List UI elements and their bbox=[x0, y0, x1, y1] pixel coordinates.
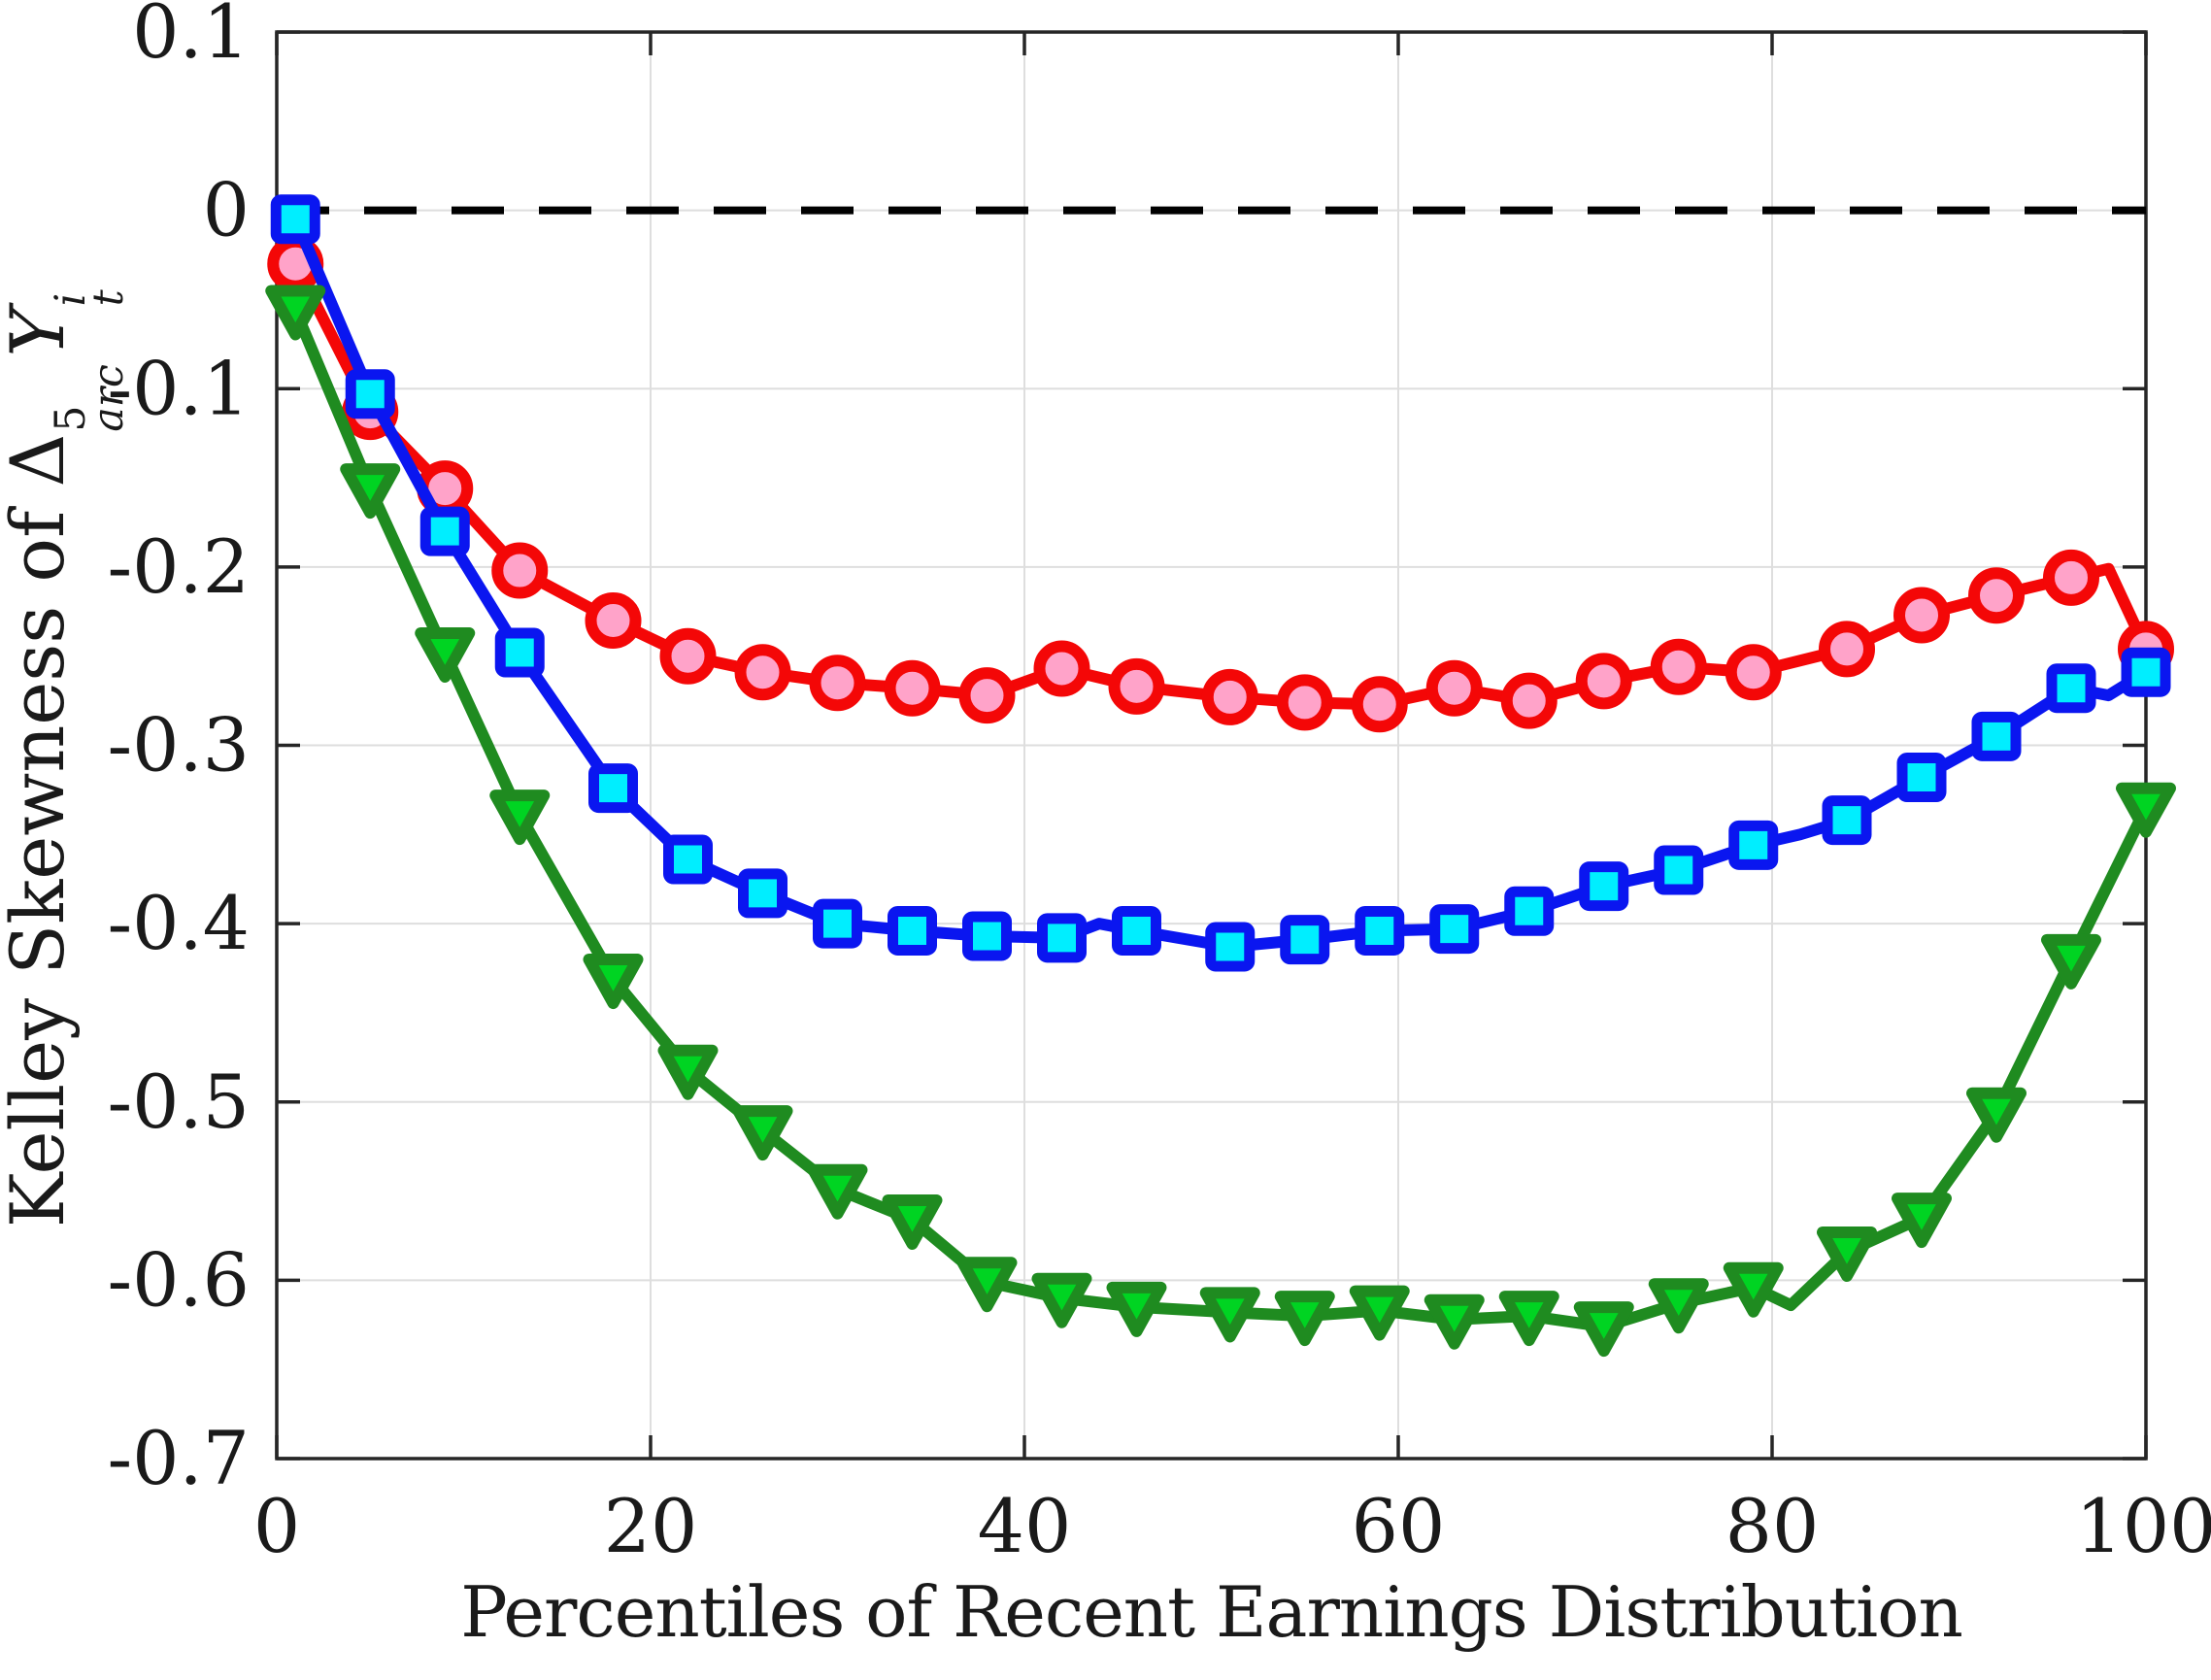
marker-square-blue-squares bbox=[1654, 845, 1704, 895]
marker-triangle-green-triangles bbox=[1274, 1291, 1335, 1347]
marker-triangle-green-triangles bbox=[489, 790, 551, 846]
marker-triangle-green-triangles bbox=[1648, 1278, 1709, 1334]
x-tick-label: 40 bbox=[978, 1483, 1072, 1569]
marker-circle-red-circles bbox=[1575, 653, 1632, 710]
x-tick-label: 0 bbox=[253, 1483, 300, 1569]
marker-square-blue-squares bbox=[1971, 711, 2022, 761]
y-tick-label: 0.1 bbox=[132, 0, 250, 75]
marker-triangle-green-triangles bbox=[415, 627, 476, 684]
marker-square-blue-squares bbox=[2121, 647, 2171, 697]
x-axis-label: Percentiles of Recent Earnings Distribut… bbox=[460, 1571, 1963, 1653]
marker-square-blue-squares bbox=[345, 369, 395, 420]
marker-circle-red-circles bbox=[734, 644, 791, 701]
marker-triangle-green-triangles bbox=[1031, 1272, 1092, 1328]
marker-triangle-green-triangles bbox=[1349, 1285, 1410, 1341]
marker-square-blue-squares bbox=[2046, 663, 2096, 714]
marker-triangle-green-triangles bbox=[1892, 1193, 1952, 1249]
y-tick-label: -0.3 bbox=[107, 702, 250, 789]
y-tick-label: -0.7 bbox=[107, 1415, 250, 1501]
y-tick-label: -0.5 bbox=[107, 1058, 250, 1145]
marker-triangle-green-triangles bbox=[1424, 1294, 1485, 1350]
marker-circle-red-circles bbox=[1500, 672, 1558, 729]
marker-triangle-green-triangles bbox=[956, 1257, 1018, 1313]
marker-circle-red-circles bbox=[1108, 657, 1165, 715]
marker-triangle-green-triangles bbox=[1573, 1301, 1634, 1358]
marker-triangle-green-triangles bbox=[2041, 933, 2101, 990]
marker-circle-red-circles bbox=[1276, 674, 1333, 731]
marker-square-blue-squares bbox=[1822, 795, 1872, 846]
marker-square-blue-squares bbox=[1504, 886, 1555, 936]
marker-square-blue-squares bbox=[888, 905, 937, 956]
marker-triangle-green-triangles bbox=[657, 1044, 719, 1100]
y-tick-label: -0.2 bbox=[107, 523, 250, 610]
marker-square-blue-squares bbox=[270, 194, 320, 245]
marker-square-blue-squares bbox=[1280, 915, 1330, 965]
marker-square-blue-squares bbox=[962, 911, 1012, 961]
marker-triangle-green-triangles bbox=[1723, 1261, 1784, 1318]
marker-square-blue-squares bbox=[1205, 922, 1256, 972]
delta-sup-sub: 5 arc bbox=[47, 364, 134, 432]
marker-triangle-green-triangles bbox=[2116, 782, 2176, 838]
y-axis-label-text: Kelley Skewness of bbox=[0, 487, 81, 1228]
marker-circle-red-circles bbox=[1968, 567, 2025, 624]
delta-subscript: arc bbox=[84, 364, 134, 432]
y-tick-label: -0.6 bbox=[107, 1236, 250, 1323]
marker-triangle-green-triangles bbox=[583, 954, 644, 1010]
marker-triangle-green-triangles bbox=[732, 1105, 793, 1161]
y-tick-label: -0.1 bbox=[107, 345, 250, 431]
delta-symbol: Δ bbox=[0, 433, 81, 487]
marker-circle-red-circles bbox=[1725, 644, 1782, 701]
y-tick-label: -0.4 bbox=[107, 880, 250, 966]
marker-square-blue-squares bbox=[494, 627, 545, 678]
marker-circle-red-circles bbox=[958, 667, 1016, 724]
marker-circle-red-circles bbox=[491, 542, 549, 599]
marker-square-blue-squares bbox=[1728, 820, 1779, 870]
marker-triangle-green-triangles bbox=[265, 285, 326, 341]
x-tick-label: 80 bbox=[1725, 1483, 1820, 1569]
marker-square-blue-squares bbox=[813, 898, 862, 949]
marker-circle-red-circles bbox=[1893, 587, 1950, 644]
marker-triangle-green-triangles bbox=[807, 1163, 868, 1220]
marker-triangle-green-triangles bbox=[1966, 1087, 2027, 1143]
x-tick-label: 20 bbox=[604, 1483, 698, 1569]
x-tick-label: 100 bbox=[2075, 1483, 2211, 1569]
marker-circle-red-circles bbox=[1425, 659, 1483, 717]
marker-circle-red-circles bbox=[1819, 621, 1875, 678]
marker-square-blue-squares bbox=[1896, 753, 1947, 803]
marker-circle-red-circles bbox=[809, 655, 866, 712]
y-variable-subscript: t bbox=[84, 289, 134, 307]
marker-square-blue-squares bbox=[663, 834, 713, 885]
marker-triangle-green-triangles bbox=[882, 1193, 943, 1250]
marker-triangle-green-triangles bbox=[1199, 1287, 1260, 1343]
marker-triangle-green-triangles bbox=[1498, 1291, 1559, 1347]
marker-triangle-green-triangles bbox=[1106, 1281, 1167, 1337]
marker-square-blue-squares bbox=[1112, 905, 1161, 956]
marker-square-blue-squares bbox=[1579, 861, 1629, 912]
marker-circle-red-circles bbox=[1650, 638, 1707, 695]
marker-square-blue-squares bbox=[1429, 904, 1480, 955]
marker-circle-red-circles bbox=[884, 659, 941, 717]
marker-circle-red-circles bbox=[1033, 640, 1090, 697]
marker-circle-red-circles bbox=[2043, 549, 2099, 606]
marker-square-blue-squares bbox=[738, 868, 787, 919]
marker-circle-red-circles bbox=[1351, 676, 1408, 733]
marker-square-blue-squares bbox=[419, 506, 470, 556]
y-variable: Y bbox=[0, 308, 81, 357]
x-tick-label: 60 bbox=[1352, 1483, 1446, 1569]
marker-triangle-green-triangles bbox=[340, 463, 401, 520]
series-line-blue-squares bbox=[289, 213, 2152, 953]
marker-square-blue-squares bbox=[1037, 913, 1087, 963]
marker-square-blue-squares bbox=[1355, 905, 1405, 956]
marker-circle-red-circles bbox=[659, 627, 717, 685]
y-tick-label: 0 bbox=[203, 167, 250, 253]
marker-circle-red-circles bbox=[585, 591, 642, 649]
marker-square-blue-squares bbox=[588, 763, 638, 814]
marker-triangle-green-triangles bbox=[1817, 1226, 1877, 1282]
marker-circle-red-circles bbox=[1201, 668, 1258, 725]
